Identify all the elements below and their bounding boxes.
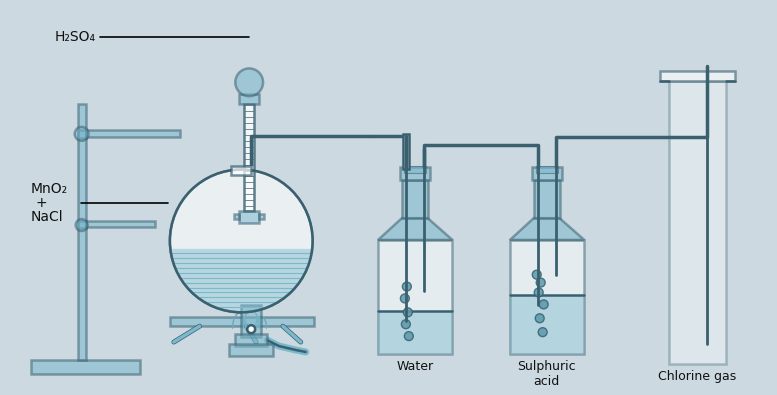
Polygon shape (378, 218, 452, 240)
Polygon shape (170, 249, 312, 312)
Circle shape (539, 300, 548, 309)
Text: +: + (35, 196, 47, 210)
Text: Sulphuric
acid: Sulphuric acid (517, 360, 576, 388)
Bar (531, 167, 562, 181)
Bar (510, 295, 584, 354)
Bar (85, 221, 155, 227)
Bar (78, 104, 85, 360)
Bar (170, 317, 314, 326)
Bar (239, 94, 259, 104)
Circle shape (247, 325, 255, 333)
Bar (78, 221, 85, 228)
Circle shape (536, 278, 545, 287)
Bar (400, 167, 430, 181)
Text: NaCl: NaCl (31, 210, 64, 224)
Circle shape (404, 332, 413, 340)
Bar (242, 305, 261, 337)
Circle shape (170, 169, 312, 312)
Bar (244, 104, 254, 211)
Bar (78, 130, 85, 138)
Bar (259, 214, 264, 219)
Bar (235, 214, 239, 219)
Text: MnO₂: MnO₂ (31, 182, 68, 196)
Circle shape (402, 320, 410, 329)
Bar (239, 211, 259, 223)
Bar (229, 344, 273, 356)
Bar (85, 130, 179, 137)
Circle shape (535, 288, 543, 297)
Circle shape (75, 219, 88, 231)
Circle shape (75, 127, 89, 141)
Bar (404, 166, 426, 173)
Bar (235, 334, 267, 346)
Circle shape (535, 314, 544, 323)
Bar (31, 360, 140, 374)
Circle shape (235, 68, 263, 96)
Bar (660, 71, 735, 81)
Bar (402, 181, 427, 218)
Bar (378, 310, 452, 354)
Bar (534, 181, 559, 218)
Text: Chlorine gas: Chlorine gas (658, 370, 737, 383)
Text: H₂SO₄: H₂SO₄ (55, 30, 96, 44)
Circle shape (532, 270, 542, 279)
Circle shape (400, 294, 409, 303)
Bar (378, 240, 452, 354)
Text: Water: Water (396, 360, 434, 373)
Bar (510, 240, 584, 354)
Bar (403, 134, 409, 169)
Circle shape (402, 282, 411, 291)
Circle shape (403, 308, 413, 317)
Bar (232, 166, 251, 175)
Circle shape (538, 328, 547, 337)
Bar (535, 166, 558, 173)
Bar (668, 81, 726, 364)
Polygon shape (510, 218, 584, 240)
